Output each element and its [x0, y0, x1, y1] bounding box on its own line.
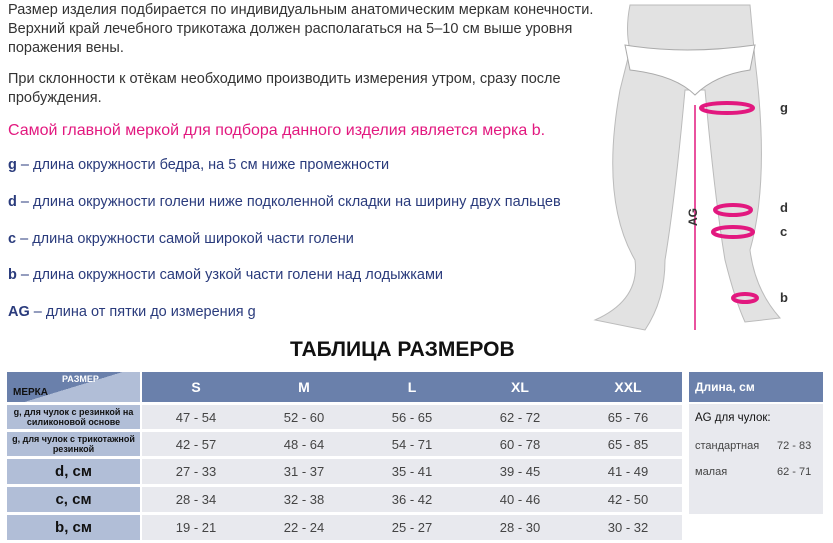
legs-illustration: [593, 4, 782, 331]
table-row: b, см 19 - 21 22 - 24 25 - 27 28 - 30 30 - 32: [7, 515, 682, 540]
table-row: c, см 28 - 34 32 - 38 36 - 42 40 - 46 42 - 50: [7, 487, 682, 512]
size-header: XL: [466, 372, 574, 402]
size-value: 28 - 30: [466, 515, 574, 540]
table-title: ТАБЛИЦА РАЗМЕРОВ: [290, 338, 515, 361]
def-text: – длина окружности голени ниже подколенн…: [16, 194, 561, 210]
size-value: 62 - 72: [466, 405, 574, 429]
size-value: 42 - 50: [574, 487, 682, 512]
def-text: – длина от пятки до измерения g: [29, 304, 256, 320]
size-value: 35 - 41: [358, 459, 466, 484]
definition-c: c – длина окружности самой широкой части…: [8, 231, 354, 247]
size-value: 39 - 45: [466, 459, 574, 484]
label-d: d: [780, 200, 788, 215]
length-value: 62 - 71: [777, 466, 812, 478]
label-ag: AG: [686, 208, 700, 226]
size-value: 56 - 65: [358, 405, 466, 429]
highlight-text: Самой главной меркой для подбора данного…: [8, 122, 546, 139]
size-value: 48 - 64: [250, 432, 358, 456]
size-value: 40 - 46: [466, 487, 574, 512]
size-value: 47 - 54: [142, 405, 250, 429]
table-row: g, для чулок с трикотажной резинкой 42 - …: [7, 432, 682, 456]
def-key: c: [8, 231, 17, 247]
size-value: 52 - 60: [250, 405, 358, 429]
length-value: 72 - 83: [777, 440, 812, 452]
corner-measure: МЕРКА: [13, 387, 48, 398]
def-text: – длина окружности самой узкой части гол…: [16, 267, 444, 283]
def-text: – длина окружности самой широкой части г…: [16, 231, 354, 247]
size-value: 19 - 21: [142, 515, 250, 540]
table-row: g, для чулок с резинкой на силиконовой о…: [7, 405, 682, 429]
size-value: 41 - 49: [574, 459, 682, 484]
size-header: XXL: [574, 372, 682, 402]
definition-g: g – длина окружности бедра, на 5 см ниже…: [8, 157, 389, 173]
row-label: g, для чулок с трикотажной резинкой: [7, 432, 140, 456]
def-key: g: [8, 157, 17, 173]
row-label: d, см: [7, 459, 140, 484]
corner-size: РАЗМЕР: [62, 374, 99, 384]
label-g: g: [780, 100, 788, 115]
length-label: стандартная: [695, 440, 760, 452]
intro-paragraph-1: Размер изделия подбирается по индивидуал…: [8, 2, 594, 56]
label-c: c: [780, 224, 788, 239]
row-label: b, см: [7, 515, 140, 540]
def-key: d: [8, 194, 17, 210]
size-value: 60 - 78: [466, 432, 574, 456]
size-value: 31 - 37: [250, 459, 358, 484]
size-value: 36 - 42: [358, 487, 466, 512]
size-value: 30 - 32: [574, 515, 682, 540]
def-key: AG: [8, 304, 30, 320]
def-text: – длина окружности бедра, на 5 см ниже п…: [16, 157, 390, 173]
size-value: 25 - 27: [358, 515, 466, 540]
row-label: c, см: [7, 487, 140, 512]
definition-d: d – длина окружности голени ниже подколе…: [8, 194, 561, 210]
size-header: S: [142, 372, 250, 402]
size-value: 22 - 24: [250, 515, 358, 540]
definition-b: b – длина окружности самой узкой части г…: [8, 267, 443, 283]
length-table: Длина, см AG для чулок: стандартная 72 -…: [689, 372, 823, 514]
length-label: малая: [695, 466, 728, 478]
size-value: 42 - 57: [142, 432, 250, 456]
size-header: L: [358, 372, 466, 402]
def-key: b: [8, 267, 17, 283]
size-value: 65 - 76: [574, 405, 682, 429]
row-label: g, для чулок с резинкой на силиконовой о…: [7, 405, 140, 429]
size-value: 32 - 38: [250, 487, 358, 512]
length-header: Длина, см: [689, 372, 823, 402]
length-body: AG для чулок: стандартная 72 - 83 малая …: [689, 404, 823, 514]
size-value: 54 - 71: [358, 432, 466, 456]
size-header: M: [250, 372, 358, 402]
size-value: 28 - 34: [142, 487, 250, 512]
table-row: d, см 27 - 33 31 - 37 35 - 41 39 - 45 41 - 49: [7, 459, 682, 484]
table-header-row: РАЗМЕР МЕРКА S M L XL XXL: [7, 372, 682, 402]
label-b: b: [780, 290, 788, 305]
corner-cell: РАЗМЕР МЕРКА: [7, 372, 140, 402]
size-value: 65 - 85: [574, 432, 682, 456]
length-subtitle: AG для чулок:: [695, 412, 771, 424]
intro-paragraph-2: При склонности к отёкам необходимо произ…: [8, 71, 561, 106]
size-value: 27 - 33: [142, 459, 250, 484]
definition-ag: AG – длина от пятки до измерения g: [8, 304, 256, 320]
size-table: РАЗМЕР МЕРКА S M L XL XXL g, для чулок с…: [7, 372, 682, 543]
